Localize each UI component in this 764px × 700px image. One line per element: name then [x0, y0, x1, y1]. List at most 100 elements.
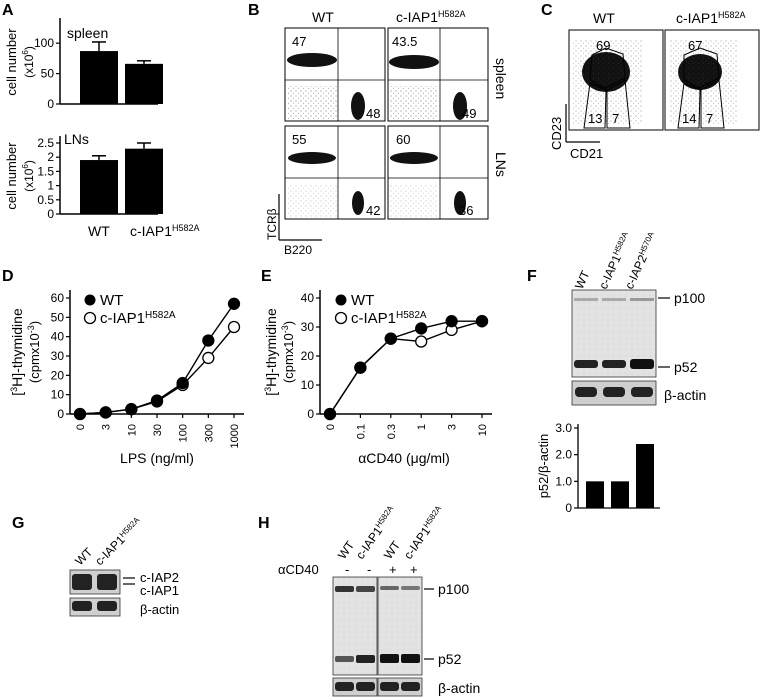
- f-lane-mut2: c-IAP2H570A: [622, 230, 661, 291]
- e-legend-mut: c-IAP1H582A: [351, 310, 427, 327]
- e-lines: [323, 315, 489, 421]
- y-tick-label: 0: [565, 501, 572, 515]
- y-tick-label: 0.5: [37, 193, 54, 207]
- point-wt: [99, 406, 112, 419]
- bar: [125, 148, 163, 214]
- e-legend-wt: WT: [351, 292, 374, 309]
- d-lines: [73, 297, 241, 421]
- panel-letter-a: A: [2, 2, 14, 19]
- y-tick-label: 30: [301, 320, 315, 334]
- point-wt: [125, 403, 138, 416]
- h-label-p100: p100: [438, 581, 469, 597]
- h-label-actin: β-actin: [438, 680, 480, 696]
- a-lns-title: LNs: [64, 131, 89, 147]
- panel-letter-g: G: [12, 515, 24, 532]
- y-tick-label: 20: [301, 349, 315, 363]
- f-band-p52: [574, 360, 598, 368]
- panel-g: G WT c-IAP1H582A c-IAP2 c-IAP1 β-actin: [12, 515, 179, 617]
- d-ylabel-unit: (cpmx10-3): [26, 321, 42, 383]
- panel-letter-c: C: [541, 2, 553, 19]
- f-label-p100: p100: [674, 290, 705, 306]
- b-row-spleen: spleen: [493, 58, 509, 99]
- y-tick-label: 0: [57, 407, 64, 421]
- h-lane-mut2: c-IAP1H582A: [401, 504, 448, 562]
- point-wt: [445, 315, 458, 328]
- b-col-wt: WT: [312, 9, 334, 25]
- d-legend-marker-mut: [83, 311, 97, 325]
- y-tick-label: 10: [51, 388, 65, 402]
- a-spleen-ylabel: cell number: [4, 28, 19, 96]
- a-spleen-bars: [80, 41, 163, 104]
- x-tick-label: 10: [477, 424, 489, 436]
- c-gate-label: 69: [596, 38, 610, 53]
- point-wt: [384, 332, 397, 345]
- b-plot-lns-mut: 60 36: [387, 125, 489, 220]
- b-row-lns: LNs: [493, 152, 509, 177]
- a-lns-ticks: 00.511.522.5: [37, 136, 60, 221]
- panel-h: H WT c-IAP1H582A WT c-IAP1H582A αCD40 - …: [258, 504, 480, 697]
- panel-d: D 0 10 20 30 40 50 60 0 3 10 30 100 300 1000 WT c-IAP…: [2, 268, 244, 466]
- b-quad-label: 60: [396, 132, 410, 147]
- x-tick-label: 0: [75, 424, 87, 430]
- d-xlabel: LPS (ng/ml): [120, 450, 194, 466]
- b-plot-spleen-mut: 43.5 49: [387, 27, 489, 122]
- e-ticks: 0 10 20 30 40 0 0.1 0.3 1 3 10: [301, 291, 489, 439]
- f-bars: [586, 444, 654, 508]
- b-quad-label: 49: [462, 106, 476, 121]
- panel-e: E 0 10 20 30 40 0 0.1 0.3 1 3 10 WT c-IAP1H582A [3…: [261, 268, 492, 466]
- a-x-label-mut: c-IAP1H582A: [130, 223, 200, 239]
- b-pop-tcr: [287, 53, 337, 67]
- y-tick-label: 30: [51, 349, 65, 363]
- bar: [80, 51, 118, 104]
- b-quad-label: 43.5: [392, 34, 417, 49]
- panel-letter-h: H: [258, 515, 270, 532]
- a-x-label-wt: WT: [88, 223, 110, 239]
- y-tick-label: 1.5: [37, 164, 54, 178]
- d-legend-mut: c-IAP1H582A: [100, 310, 176, 327]
- b-quad-label: 36: [459, 203, 473, 218]
- panel-b: B WT c-IAP1H582A 47 48 43.5 49 spleen: [248, 2, 509, 257]
- b-quad-label: 47: [292, 34, 306, 49]
- a-spleen-yunit: (x106): [21, 46, 36, 78]
- c-plot-wt: 69 13 7: [568, 29, 664, 131]
- point-wt: [475, 315, 489, 328]
- x-tick-label: 3: [101, 424, 113, 430]
- f-band-p52: [602, 360, 626, 368]
- point-mut: [415, 335, 428, 348]
- e-legend-marker-wt: [335, 294, 347, 306]
- c-yaxis-label: CD23: [549, 117, 564, 150]
- f-actin: β-actin: [571, 380, 706, 406]
- e-legend-marker-mut: [334, 311, 348, 325]
- x-tick-label: 30: [152, 424, 164, 436]
- f-label-actin: β-actin: [664, 387, 706, 403]
- h-sign: +: [410, 562, 418, 577]
- panel-letter-e: E: [261, 268, 272, 285]
- y-tick-label: 2.5: [37, 136, 54, 150]
- d-legend-marker-wt: [84, 294, 96, 306]
- b-pop-b220: [351, 92, 365, 120]
- g-band: [72, 574, 92, 590]
- h-sign: -: [367, 562, 371, 577]
- h-treatment-label: αCD40: [278, 562, 319, 577]
- bar: [586, 481, 604, 508]
- y-tick-label: 20: [51, 368, 65, 382]
- f-bar-ylabel: p52/β-actin: [536, 434, 551, 499]
- y-tick-label: 50: [51, 310, 65, 324]
- c-col-mut: c-IAP1H582A: [676, 10, 746, 26]
- point-wt: [323, 407, 337, 421]
- panel-letter-b: B: [248, 2, 260, 19]
- b-plot-lns-wt: 55 42: [284, 125, 386, 220]
- bar: [80, 160, 118, 214]
- f-lane-wt: WT: [572, 268, 593, 291]
- f-label-p52: p52: [674, 359, 698, 375]
- g-lane-mut: c-IAP1H582A: [92, 515, 145, 568]
- c-gate-label: 7: [706, 111, 713, 126]
- x-tick-label: 10: [126, 424, 138, 436]
- point-wt: [73, 407, 87, 421]
- f-blot: p100 p52: [571, 289, 705, 378]
- h-blot: p100 p52: [332, 576, 469, 676]
- x-tick-label: 0.3: [386, 424, 398, 439]
- y-tick-label: 0: [307, 407, 314, 421]
- e-ylabel-unit: (cpmx10-3): [280, 321, 296, 383]
